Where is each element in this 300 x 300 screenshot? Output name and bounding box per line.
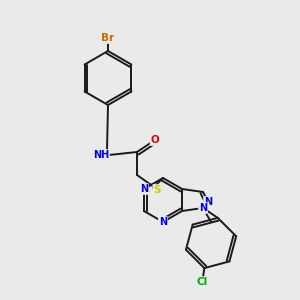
Text: Cl: Cl xyxy=(197,277,208,287)
Text: NH: NH xyxy=(93,150,109,160)
Text: O: O xyxy=(151,135,159,145)
Text: N: N xyxy=(140,184,148,194)
Text: S: S xyxy=(153,185,161,195)
Text: Br: Br xyxy=(101,33,115,43)
Text: N: N xyxy=(199,203,207,213)
Text: N: N xyxy=(159,217,167,227)
Text: N: N xyxy=(204,197,212,207)
